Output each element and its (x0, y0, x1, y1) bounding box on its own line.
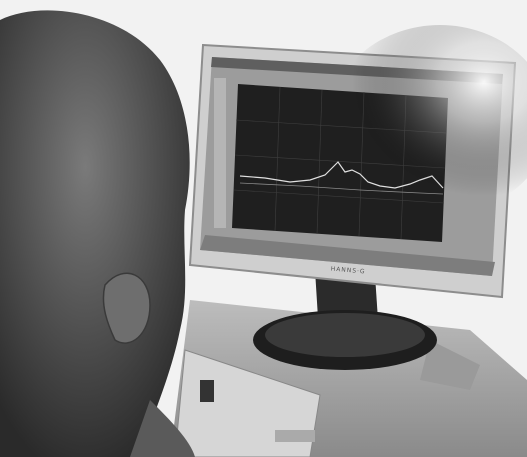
monitor-brand: HANNS·G (330, 265, 365, 275)
device-port (200, 380, 214, 402)
screen-glare (330, 25, 527, 215)
status-bar (200, 235, 495, 276)
monitor-base-top (265, 313, 425, 357)
toolbar (214, 78, 226, 228)
head (0, 10, 190, 457)
device-label (275, 430, 315, 442)
neck (130, 400, 195, 457)
ear (102, 272, 151, 344)
paper (420, 340, 480, 390)
